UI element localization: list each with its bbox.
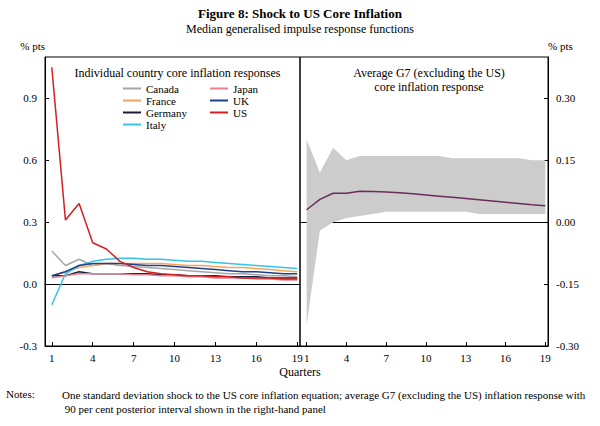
svg-text:Germany: Germany xyxy=(146,107,187,119)
svg-text:-0.3: -0.3 xyxy=(20,340,38,352)
svg-text:10: 10 xyxy=(420,352,432,364)
svg-text:0.00: 0.00 xyxy=(556,216,576,228)
svg-text:% pts: % pts xyxy=(20,40,45,52)
svg-text:-0.30: -0.30 xyxy=(556,340,579,352)
svg-text:19: 19 xyxy=(540,352,552,364)
svg-text:19: 19 xyxy=(292,352,304,364)
svg-text:7: 7 xyxy=(383,352,389,364)
svg-text:90 per cent posterior interval: 90 per cent posterior interval shown in … xyxy=(62,403,326,415)
svg-text:Italy: Italy xyxy=(146,119,167,131)
svg-text:One standard deviation shock t: One standard deviation shock to the US c… xyxy=(62,389,586,402)
svg-text:0.6: 0.6 xyxy=(23,154,37,166)
svg-text:16: 16 xyxy=(251,352,263,364)
svg-text:core inflation response: core inflation response xyxy=(374,80,483,94)
svg-text:13: 13 xyxy=(210,352,222,364)
svg-text:0.3: 0.3 xyxy=(23,216,37,228)
svg-text:Japan: Japan xyxy=(233,83,259,95)
svg-text:1: 1 xyxy=(49,352,55,364)
svg-text:US: US xyxy=(233,107,247,119)
svg-text:% pts: % pts xyxy=(548,40,573,52)
svg-text:4: 4 xyxy=(90,352,96,364)
svg-text:4: 4 xyxy=(344,352,350,364)
svg-text:France: France xyxy=(146,95,176,107)
svg-text:16: 16 xyxy=(500,352,512,364)
svg-text:1: 1 xyxy=(304,352,310,364)
svg-text:0.30: 0.30 xyxy=(556,92,576,104)
svg-text:UK: UK xyxy=(233,95,249,107)
svg-text:Quarters: Quarters xyxy=(279,365,321,379)
svg-text:Average G7 (excluding the US): Average G7 (excluding the US) xyxy=(353,66,505,80)
svg-text:7: 7 xyxy=(131,352,137,364)
svg-text:13: 13 xyxy=(460,352,472,364)
svg-text:0.15: 0.15 xyxy=(556,154,576,166)
svg-text:10: 10 xyxy=(169,352,181,364)
svg-text:Individual country core inflat: Individual country core inflation respon… xyxy=(75,66,281,80)
svg-text:0.0: 0.0 xyxy=(23,278,37,290)
svg-text:Canada: Canada xyxy=(146,83,179,95)
svg-text:Median generalised impulse res: Median generalised impulse response func… xyxy=(186,22,414,36)
svg-text:Figure 8: Shock to US Core Inf: Figure 8: Shock to US Core Inflation xyxy=(198,6,403,21)
svg-text:0.9: 0.9 xyxy=(23,92,37,104)
svg-text:-0.15: -0.15 xyxy=(556,278,579,290)
svg-text:Notes:: Notes: xyxy=(6,388,35,400)
